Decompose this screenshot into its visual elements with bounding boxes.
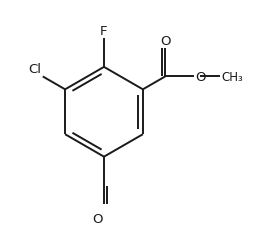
Text: CH₃: CH₃ — [221, 71, 243, 84]
Text: O: O — [195, 71, 206, 84]
Text: O: O — [92, 212, 103, 225]
Text: F: F — [100, 25, 108, 37]
Text: O: O — [160, 35, 171, 48]
Text: Cl: Cl — [29, 63, 42, 76]
